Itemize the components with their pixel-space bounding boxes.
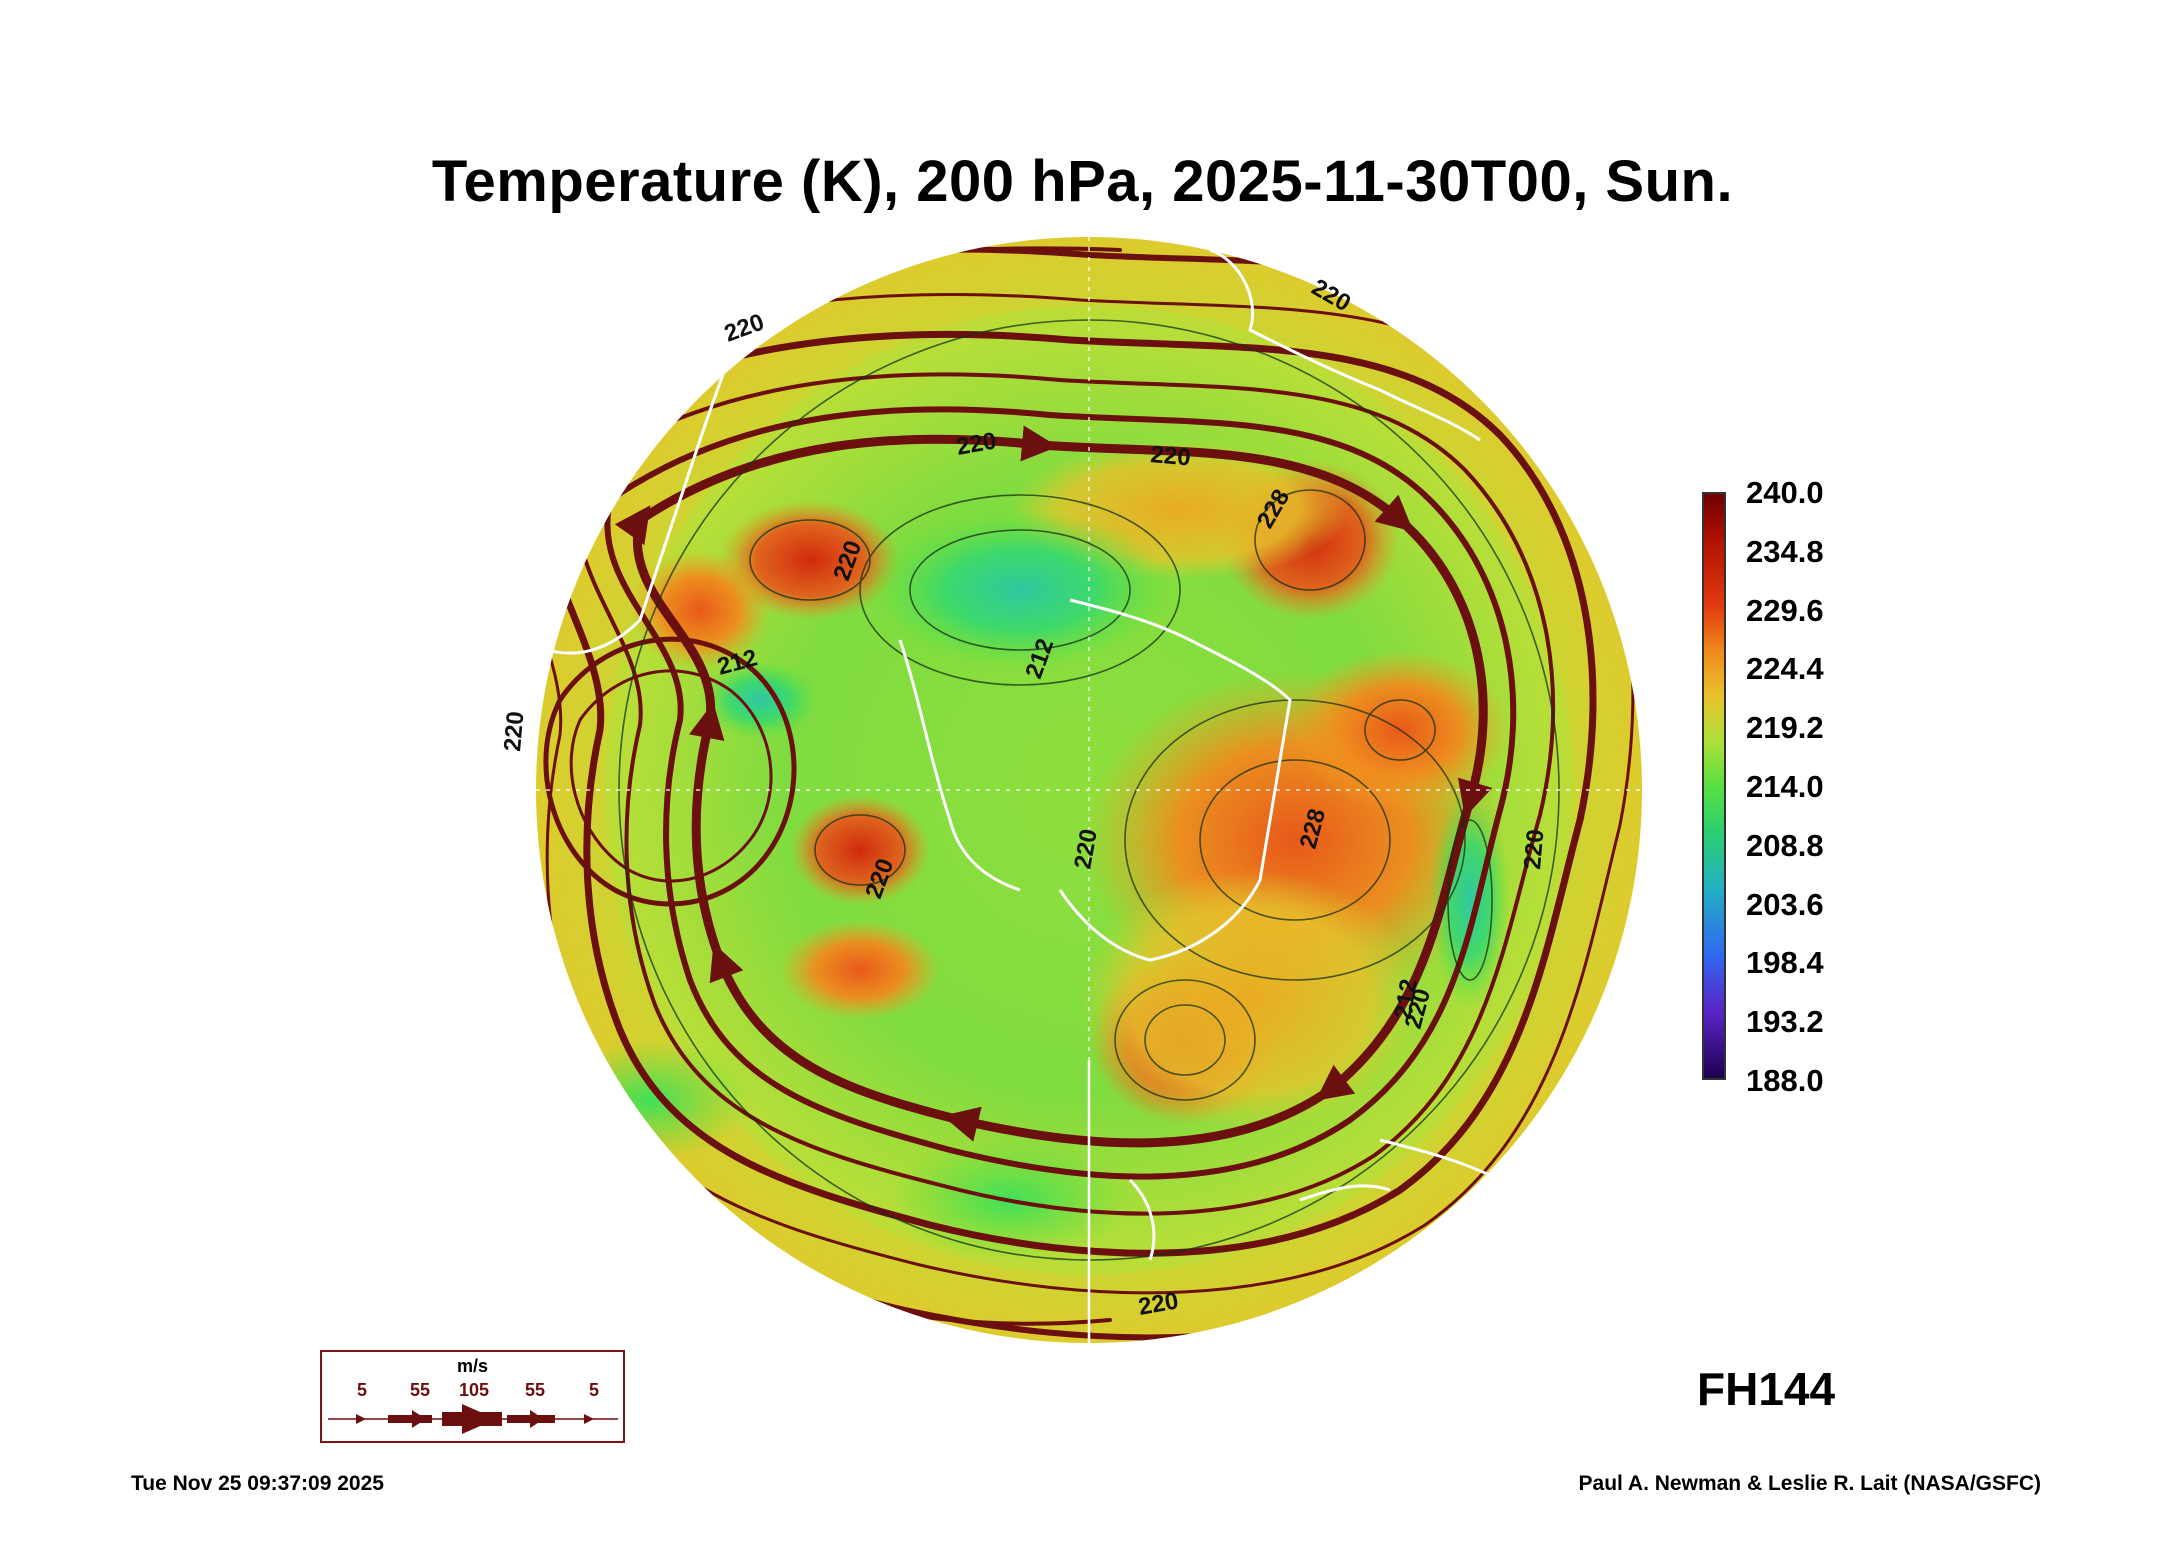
colorbar-tick-label: 234.8 <box>1746 533 1824 569</box>
contour-label: 220 <box>1149 441 1191 471</box>
wind-legend-value: 55 <box>409 1380 431 1400</box>
colorbar <box>1702 492 1726 1080</box>
colorbar-tick-label: 229.6 <box>1746 592 1824 628</box>
footer-timestamp: Tue Nov 25 09:37:09 2025 <box>131 1472 384 1495</box>
colorbar-tick-label: 208.8 <box>1746 827 1824 863</box>
colorbar-tick-label: 240.0 <box>1746 475 1824 510</box>
wind-speed-legend: m/s 5 55 105 55 5 <box>320 1350 625 1443</box>
wind-legend-value: 55 <box>524 1380 546 1400</box>
contour-label: 220 <box>1519 828 1549 870</box>
contour-label: 220 <box>721 309 768 348</box>
colorbar-tick-label: 214.0 <box>1746 769 1824 804</box>
wind-legend-value: 5 <box>356 1380 368 1400</box>
wind-legend-unit: m/s <box>456 1356 489 1376</box>
colorbar-tick-label: 203.6 <box>1746 886 1824 922</box>
chart-title: Temperature (K), 200 hPa, 2025-11-30T00,… <box>431 149 1734 214</box>
footer-credit: Paul A. Newman & Leslie R. Lait (NASA/GS… <box>1578 1472 2041 1495</box>
wind-legend-value: 5 <box>588 1380 600 1400</box>
colorbar-tick-label: 193.2 <box>1746 1004 1824 1040</box>
forecast-hour-label: FH144 <box>1697 1363 1836 1415</box>
colorbar-tick-label: 198.4 <box>1746 945 1824 981</box>
contour-label: 220 <box>499 710 529 752</box>
wind-legend-value: 105 <box>458 1380 490 1400</box>
colorbar-tick-label: 188.0 <box>1746 1063 1824 1098</box>
colorbar-tick-label: 224.4 <box>1746 651 1824 687</box>
colorbar-tick-label: 219.2 <box>1746 710 1824 746</box>
wind-legend-arrows <box>328 1404 618 1434</box>
